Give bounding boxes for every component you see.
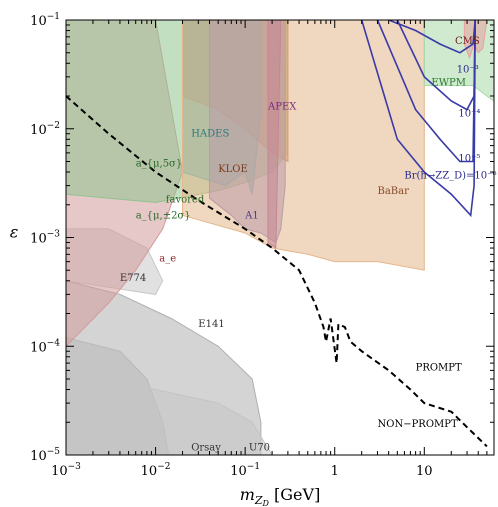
annotation-5: HADES (191, 128, 229, 139)
annotation-15: E774 (120, 273, 146, 284)
series-line-4 (360, 20, 476, 218)
annotation-20: U70 (249, 443, 270, 454)
annotation-0: CMS (455, 36, 480, 47)
x-tick-label-2: 10−1 (230, 462, 260, 479)
y-tick-label-1: 10−4 (30, 338, 60, 355)
annotation-8: KLOE (218, 164, 248, 175)
annotation-13: A1 (244, 210, 259, 221)
y-tick-label-0: 10−5 (30, 447, 60, 464)
axis-ticks: 10−3 10−2 10−1 1 10 10−5 10−4 10−3 10−2 10−1 (30, 12, 495, 479)
y-tick-label-4: 10−1 (30, 12, 60, 29)
series-line-3 (376, 20, 476, 163)
annotation-17: PROMPT (416, 362, 462, 373)
annotation-14: a_e (159, 254, 176, 265)
x-tick-label-0: 10−3 (51, 462, 81, 479)
series-lines (66, 20, 488, 448)
series-line-1 (388, 20, 476, 54)
y-tick-label-3: 10−2 (30, 121, 60, 138)
annotation-3: 10⁻⁴ (458, 108, 480, 119)
x-tick-label-3: 1 (331, 464, 339, 479)
annotation-18: NON−PROMPT (378, 419, 459, 430)
y-tick-label-2: 10−3 (30, 230, 60, 247)
region-annotations: CMS 10⁻³ EWPM 10⁻⁴ APEX HADES 10⁻⁵ a_{μ,5σ} KLOE… (120, 36, 497, 453)
series-line-0 (66, 95, 488, 448)
annotation-1: 10⁻³ (457, 64, 479, 75)
annotation-10: Br(h→ZZ_D)=10⁻⁶ (404, 170, 496, 181)
y-axis-label: ε (10, 223, 19, 242)
region-babar (182, 20, 425, 271)
x-tick-label-1: 10−2 (141, 462, 171, 479)
annotation-2: EWPM (431, 78, 466, 89)
annotation-19: Orsay (191, 443, 221, 454)
x-axis-label: mZD [GeV] (240, 485, 321, 507)
annotation-16: E141 (198, 319, 224, 330)
annotation-9: BaBar (378, 186, 410, 197)
annotation-4: APEX (267, 102, 297, 113)
region-u70 (66, 369, 273, 455)
annotation-6: 10⁻⁵ (458, 154, 480, 165)
annotation-12: a_{μ,±2σ} (136, 210, 191, 221)
exclusion-regions (66, 20, 494, 455)
annotation-11: favored (166, 195, 205, 206)
x-tick-label-4: 10 (416, 464, 433, 479)
annotation-7: a_{μ,5σ} (136, 159, 183, 170)
